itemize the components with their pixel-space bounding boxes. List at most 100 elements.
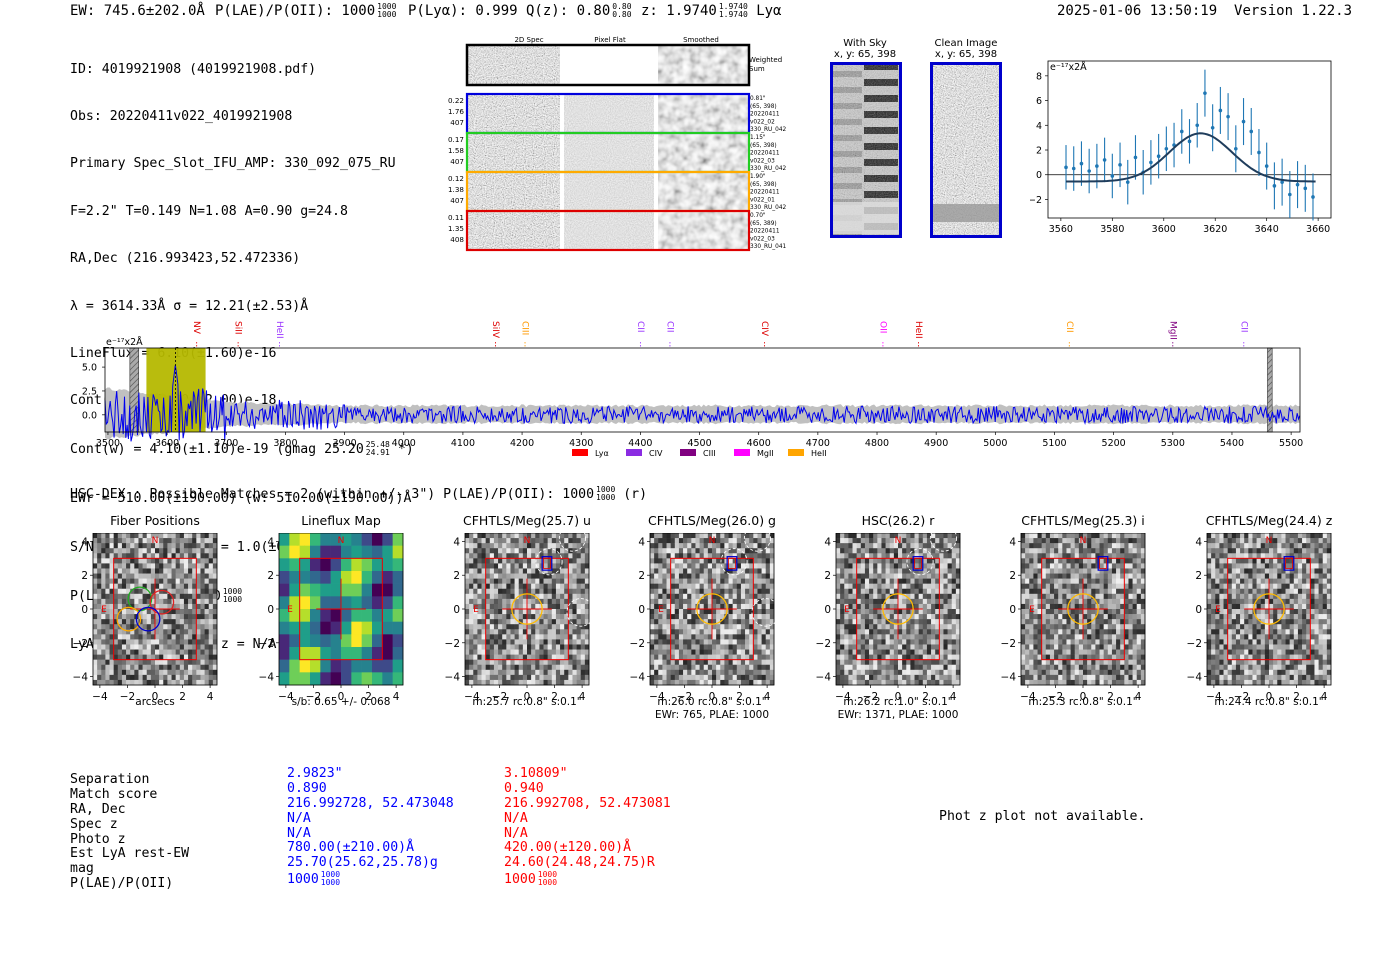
lf-point: [1110, 174, 1115, 178]
panel-ytick-label: 4: [1195, 536, 1202, 548]
c1-score: 0.890: [287, 780, 327, 796]
east-marker: E: [473, 605, 479, 615]
fiber-left-text: 408: [450, 235, 464, 244]
label-spec-z: Spec z: [70, 816, 118, 832]
fiber-right-text: v022_01: [750, 197, 775, 203]
emission-line-label: HeII: [913, 321, 923, 339]
match-box: [543, 557, 551, 569]
panel-xtick-label: 4: [1135, 691, 1142, 703]
panel-title: Lineflux Map: [301, 513, 381, 528]
detection-circle: [882, 593, 914, 625]
east-marker: E: [287, 605, 293, 615]
lf-point: [1179, 129, 1184, 134]
cutout-image: [1207, 533, 1332, 686]
panel-ytick-label: −2: [1187, 638, 1202, 650]
fiber-row: 0.12 1.38 407 1.90" (65, 398) 20220411v022_01…: [448, 170, 787, 213]
panel-ytick-label: −4: [816, 672, 832, 684]
panel-caption: s/b: 0.65 +/- 0.068: [291, 696, 391, 708]
fiber-right-text: (65, 398): [750, 143, 777, 149]
north-marker: N: [1266, 536, 1273, 546]
panel-xtick-label: −4: [278, 691, 294, 703]
header-qz: Q(z): 0.80 0.80 0.80: [526, 2, 632, 20]
fiber-left-text: 1.76: [448, 107, 464, 116]
panel-ytick-label: −4: [73, 672, 89, 684]
detection-circle: [1253, 593, 1285, 625]
panel-xtick-label: 2: [365, 691, 372, 703]
spectrum-unit: e⁻¹⁷x2Å: [106, 336, 143, 348]
panel-ytick-label: 0: [453, 604, 460, 616]
sp-xtick-label: 4300: [569, 438, 593, 449]
emission-line-label: SiII: [233, 321, 243, 335]
c1-plae: 1000 1000 1000: [287, 870, 341, 888]
info-obs: Obs: 20220411v022_4019921908: [70, 108, 293, 124]
lf-xtick-label: 3560: [1049, 224, 1073, 235]
panel-caption: arcsecs: [135, 696, 175, 708]
cutout-panel: N E 4 2 0 −2 −4−4 −2 0 2 4: [1187, 533, 1332, 703]
sp-xtick-label: 5000: [983, 438, 1007, 449]
panel-xtick-label: −4: [1020, 691, 1036, 703]
fiber-frame: [465, 209, 751, 252]
panel-ytick-label: 4: [1009, 536, 1016, 548]
emission-line-label: MgII: [1167, 321, 1177, 340]
sp-xtick-label: 5300: [1161, 438, 1185, 449]
aperture-box: [670, 557, 754, 661]
weighted-sum-label: Weighted: [749, 56, 782, 64]
match-box: [914, 557, 922, 569]
catalog-circle: [929, 533, 958, 552]
lf-point: [1149, 160, 1153, 165]
panel-ytick-label: −4: [1001, 672, 1017, 684]
panel-ytick-label: −2: [630, 638, 645, 650]
svg-text:Sum: Sum: [749, 65, 765, 73]
panel-ytick-label: −4: [259, 672, 275, 684]
lf-ytick-label: 6: [1036, 96, 1042, 107]
fiber-right-text: 330_RU_042: [750, 205, 787, 211]
panel-ytick-label: 2: [267, 570, 274, 582]
panel-ytick-label: 4: [824, 536, 831, 548]
panel-caption: m:24.4 rc:0.8" s:0.1": [1214, 696, 1324, 708]
cutout-image: [650, 533, 775, 686]
fiber-right-text: 20220411: [750, 151, 780, 157]
panel-xtick-label: −2: [677, 691, 692, 703]
emission-line-label: NV: [191, 321, 201, 335]
c2-mag: 24.60(24.48,24.75)R: [504, 855, 655, 871]
legend-label: CIII: [703, 449, 716, 458]
c2-ew: 420.00(±120.00)Å: [504, 840, 632, 856]
info-primary: Primary Spec_Slot_IFU_AMP: 330_092_075_R…: [70, 156, 396, 172]
panel-xtick-label: 0: [1266, 691, 1273, 703]
weighted-sum-row: Weighted Sum: [465, 43, 782, 87]
emission-line-label: SiIV: [490, 321, 500, 339]
legend-swatch: [572, 449, 588, 456]
north-marker: N: [895, 536, 902, 546]
lf-point: [1226, 114, 1230, 119]
sp-xtick-label: 3800: [273, 438, 297, 449]
panel-title: Fiber Positions: [110, 513, 200, 528]
info-fwhm: F=2.2" T=0.149 N=1.08 A=0.90 g=24.8: [70, 203, 348, 219]
panel-xtick-label: 2: [1107, 691, 1114, 703]
photz-message: Phot z plot not available.: [939, 809, 1146, 824]
info-radec: RA,Dec (216.993423,52.472336): [70, 251, 301, 267]
lf-point: [1218, 108, 1223, 113]
sp-xtick-label: 3700: [214, 438, 238, 449]
panel-title: CFHTLS/Meg(26.0) g: [648, 513, 776, 528]
lf-xtick-label: 3580: [1100, 224, 1124, 235]
match-box: [1099, 557, 1107, 569]
panel-ytick-label: 2: [824, 570, 831, 582]
fiber-right-text: 0.81": [750, 96, 766, 102]
match-box: [1097, 556, 1109, 571]
matches-title: HSC-DEX : Possible Matches = 2 (within +…: [70, 485, 648, 503]
lf-xtick-label: 3620: [1203, 224, 1227, 235]
detection-circle: [1067, 593, 1099, 625]
fiber-right-text: v022_02: [750, 119, 775, 125]
catalog-circle: [558, 533, 587, 552]
emission-line-label: CII: [1064, 321, 1074, 333]
panel-xtick-label: 0: [338, 691, 345, 703]
panel-xtick-label: −4: [464, 691, 480, 703]
fiber-right-text: v022_03: [750, 158, 775, 164]
panel-xtick-label: 0: [895, 691, 902, 703]
east-marker: E: [1029, 605, 1035, 615]
panel-xtick-label: 2: [179, 691, 186, 703]
panel-xtick-label: 4: [207, 691, 214, 703]
panel-caption: m:26.2 rc:1.0" s:0.1" EWr: 1371, PLAE: 10…: [837, 696, 959, 721]
fiber-left-text: 407: [450, 118, 464, 127]
fiber-right-text: 20220411: [750, 190, 780, 196]
